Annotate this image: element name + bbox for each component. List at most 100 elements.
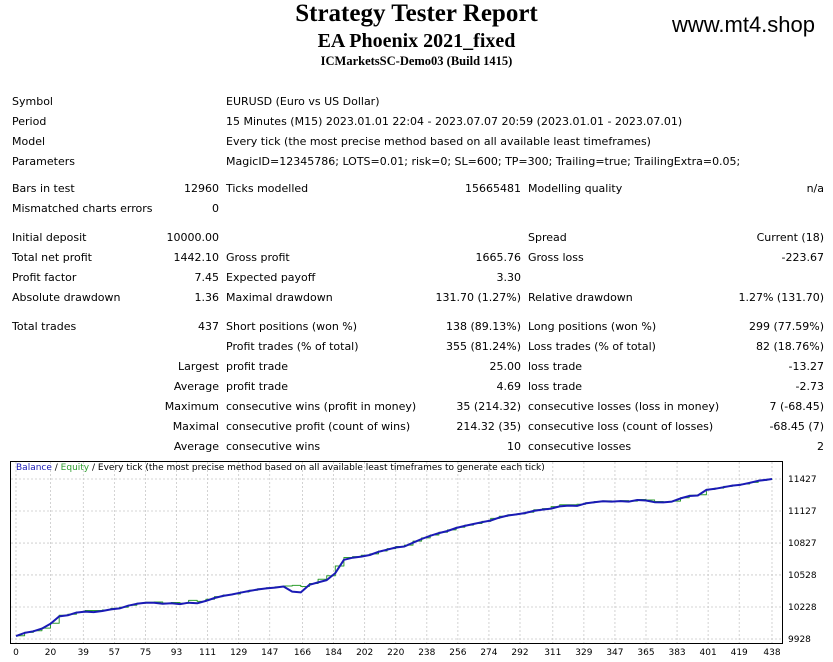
maximal-consecutive-profit-label: consecutive profit (count of wins)	[226, 420, 411, 433]
profit-factor-label: Profit factor	[12, 271, 77, 284]
maximal-consecutive-loss-label: consecutive loss (count of losses)	[528, 420, 714, 433]
total-trades-label: Total trades	[12, 320, 77, 333]
maximal-drawdown-label: Maximal drawdown	[226, 291, 333, 304]
parameters-label: Parameters	[12, 155, 75, 168]
x-tick-label: 39	[78, 648, 90, 658]
avg-consecutive-wins-value: 10	[507, 440, 521, 453]
x-tick-label: 75	[140, 648, 151, 658]
expected-payoff-label: Expected payoff	[226, 271, 316, 284]
maximal-consecutive-loss-value: -68.45 (7)	[769, 420, 824, 433]
x-tick-label: 220	[387, 648, 404, 658]
short-positions-label: Short positions (won %)	[226, 320, 358, 333]
x-tick-label: 347	[606, 648, 623, 658]
max-consecutive-wins-label: consecutive wins (profit in money)	[226, 400, 417, 413]
y-axis-ticks: 11427 11127 10827 10528 10228 9928	[788, 475, 817, 645]
chart-legend: Balance / Equity / Every tick (the most …	[16, 463, 545, 473]
max-consecutive-wins-value: 35 (214.32)	[456, 400, 521, 413]
average-profit-value: 4.69	[496, 380, 522, 393]
bars-label: Bars in test	[12, 182, 75, 195]
parameters-value: MagicID=12345786; LOTS=0.01; risk=0; SL=…	[226, 155, 741, 168]
quality-value: n/a	[806, 182, 824, 195]
absolute-drawdown-label: Absolute drawdown	[12, 291, 121, 304]
watermark: www.mt4.shop	[671, 12, 815, 37]
expected-payoff-value: 3.30	[496, 271, 522, 284]
profit-factor-value: 7.45	[194, 271, 220, 284]
average-loss-label: loss trade	[528, 380, 583, 393]
legend-equity: Equity	[60, 463, 90, 473]
average-loss-value: -2.73	[795, 380, 824, 393]
largest-loss-label: loss trade	[528, 360, 583, 373]
legend-separator: /	[51, 463, 61, 473]
legend-balance: Balance	[16, 463, 52, 473]
x-tick-label: 166	[294, 648, 311, 658]
gross-profit-value: 1665.76	[475, 251, 522, 264]
maximum-label: Maximum	[164, 400, 219, 413]
model-value: Every tick (the most precise method base…	[226, 135, 651, 148]
symbol-value: EURUSD (Euro vs US Dollar)	[226, 95, 380, 108]
x-tick-label: 292	[511, 648, 528, 658]
relative-drawdown-label: Relative drawdown	[528, 291, 633, 304]
x-tick-label: 238	[418, 648, 435, 658]
maximal-label: Maximal	[172, 420, 219, 433]
avg-consecutive-losses-label: consecutive losses	[528, 440, 632, 453]
y-tick-label: 10528	[788, 571, 817, 581]
x-tick-label: 419	[731, 648, 748, 658]
x-tick-label: 383	[668, 648, 685, 658]
grid	[11, 462, 782, 643]
x-tick-label: 129	[230, 648, 247, 658]
x-tick-label: 311	[544, 648, 561, 658]
ticks-label: Ticks modelled	[226, 182, 309, 195]
y-tick-label: 11427	[788, 475, 817, 485]
average-profit-label: profit trade	[226, 380, 289, 393]
max-consecutive-losses-value: 7 (-68.45)	[769, 400, 824, 413]
x-axis-ticks: 0 20 39 57 75 93 111 129 147 166 184 202 220 238 256 27…	[13, 648, 781, 658]
profit-trades-label: Profit trades (% of total)	[226, 340, 359, 353]
absolute-drawdown-value: 1.36	[194, 291, 220, 304]
report-title: Strategy Tester Report	[295, 0, 538, 27]
maximal-drawdown-value: 131.70 (1.27%)	[435, 291, 521, 304]
largest-label: Largest	[178, 360, 219, 373]
chart-svg: 0 20 39 57 75 93 111 129 147 166 184 202 220 238 256 27…	[10, 461, 817, 658]
gross-loss-value: -223.67	[781, 251, 824, 264]
legend-description: / Every tick (the most precise method ba…	[89, 463, 545, 473]
x-tick-label: 438	[763, 648, 780, 658]
y-tick-label: 11127	[788, 507, 817, 517]
x-tick-label: 57	[109, 648, 120, 658]
bars-value: 12960	[184, 182, 219, 195]
y-tick-label: 10827	[788, 539, 817, 549]
deposit-value: 10000.00	[166, 231, 220, 244]
total-trades-value: 437	[198, 320, 219, 333]
max-consecutive-losses-label: consecutive losses (loss in money)	[528, 400, 720, 413]
y-tick-label: 10228	[788, 603, 817, 613]
balance-chart: 0 20 39 57 75 93 111 129 147 166 184 202 220 238 256 27…	[10, 461, 826, 661]
report-server: ICMarketsSC-Demo03 (Build 1415)	[320, 54, 513, 68]
avg-consecutive-wins-label: consecutive wins	[226, 440, 321, 453]
y-tick-label: 9928	[788, 635, 811, 645]
x-tick-label: 184	[325, 648, 342, 658]
spread-value: Current (18)	[756, 231, 824, 244]
long-positions-label: Long positions (won %)	[528, 320, 657, 333]
x-tick-label: 365	[637, 648, 654, 658]
largest-profit-value: 25.00	[489, 360, 522, 373]
loss-trades-value: 82 (18.76%)	[755, 340, 824, 353]
x-tick-label: 111	[199, 648, 216, 658]
x-tick-label: 256	[449, 648, 466, 658]
x-tick-label: 147	[261, 648, 278, 658]
mismatch-value: 0	[212, 202, 219, 215]
spread-label: Spread	[528, 231, 567, 244]
balance-line	[15, 478, 773, 638]
long-positions-value: 299 (77.59%)	[748, 320, 824, 333]
maximal-consecutive-profit-value: 214.32 (35)	[456, 420, 521, 433]
period-label: Period	[12, 115, 47, 128]
average-label: Average	[173, 380, 219, 393]
x-tick-label: 93	[171, 648, 182, 658]
gross-profit-label: Gross profit	[226, 251, 290, 264]
x-tick-label: 401	[700, 648, 717, 658]
profit-trades-value: 355 (81.24%)	[445, 340, 521, 353]
avg-label: Average	[173, 440, 219, 453]
x-tick-label: 274	[480, 648, 497, 658]
period-value: 15 Minutes (M15) 2023.01.01 22:04 - 2023…	[226, 115, 683, 128]
x-tick-label: 20	[45, 648, 57, 658]
report-subtitle: EA Phoenix 2021_fixed	[317, 30, 516, 52]
symbol-label: Symbol	[12, 95, 53, 108]
